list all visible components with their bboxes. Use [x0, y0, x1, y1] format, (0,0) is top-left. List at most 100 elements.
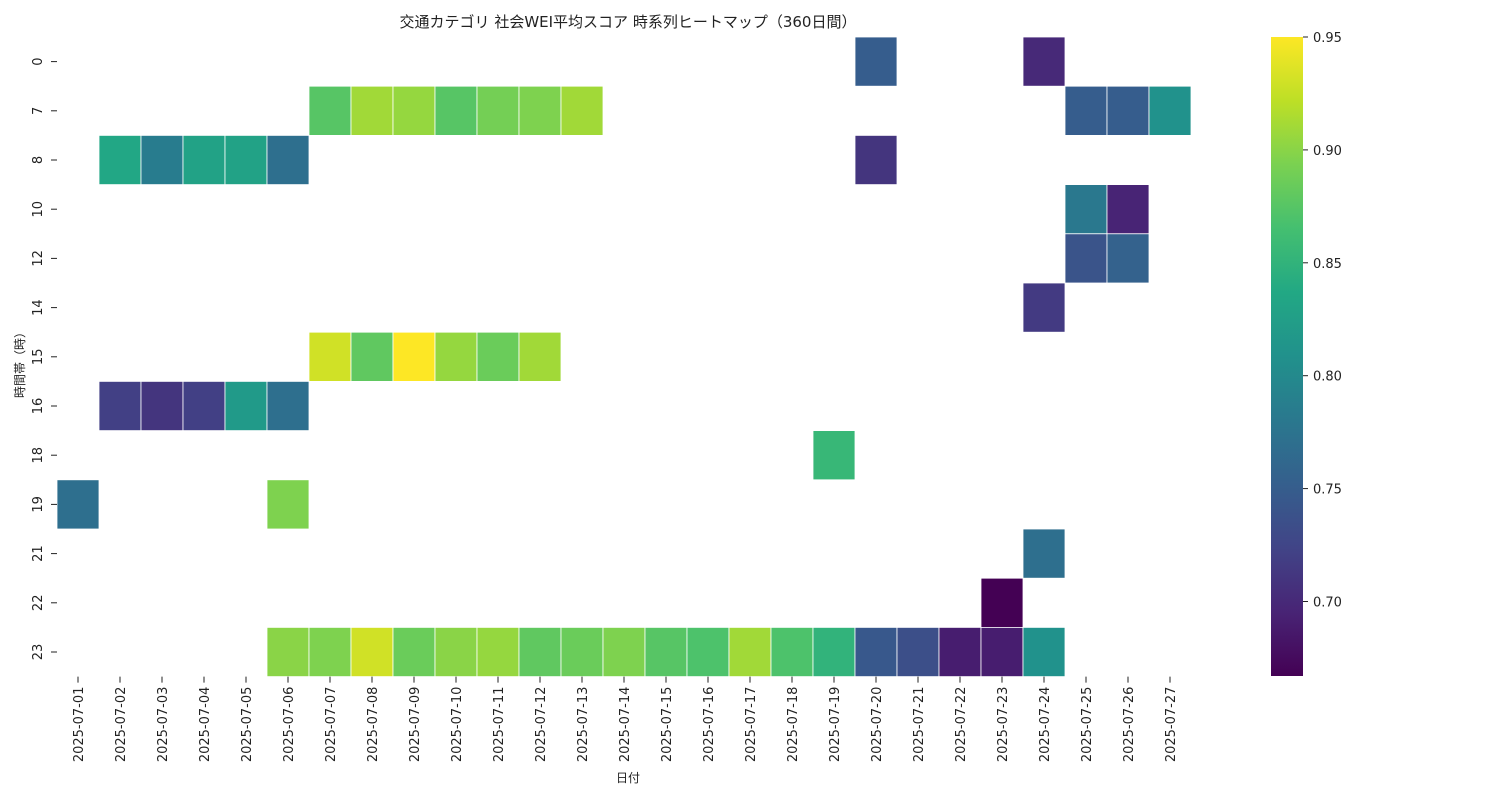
colorbar-tick-label: 0.90 — [1313, 144, 1342, 159]
y-tick-label: 23 — [31, 644, 46, 661]
heatmap-cell — [980, 577, 1024, 628]
heatmap-cell — [1064, 184, 1108, 235]
heatmap-cell — [644, 627, 688, 678]
y-tick-label: 8 — [31, 156, 46, 164]
x-tick-label: 2025-07-16 — [702, 687, 717, 763]
heatmap-cell — [812, 430, 856, 481]
x-tick-label: 2025-07-15 — [660, 687, 675, 763]
x-axis-label: 日付 — [616, 771, 640, 785]
colorbar-tick-label: 0.85 — [1313, 257, 1342, 272]
x-tick-label: 2025-07-08 — [366, 687, 381, 763]
heatmap-cell — [854, 36, 898, 87]
heatmap-cell — [938, 627, 982, 678]
heatmap-cell — [1022, 36, 1066, 87]
x-tick-label: 2025-07-20 — [870, 687, 885, 763]
heatmap-cell — [434, 627, 478, 678]
heatmap-cell — [224, 380, 268, 431]
x-tick-label: 2025-07-19 — [828, 687, 843, 763]
heatmap-cell — [224, 134, 268, 185]
y-tick-label: 10 — [31, 201, 46, 218]
x-tick-label: 2025-07-17 — [744, 687, 759, 763]
y-tick-label: 14 — [31, 299, 46, 316]
heatmap-cell — [392, 331, 436, 382]
chart-title: 交通カテゴリ 社会WEI平均スコア 時系列ヒートマップ（360日間） — [400, 13, 857, 31]
heatmap-cell — [1064, 233, 1108, 284]
heatmap-cell — [392, 627, 436, 678]
colorbar-tick-label: 0.70 — [1313, 595, 1342, 610]
y-tick-label: 16 — [31, 398, 46, 415]
heatmap-cell — [560, 85, 604, 136]
heatmap-cell — [476, 627, 520, 678]
y-tick-label: 19 — [31, 496, 46, 513]
heatmap-cell — [728, 627, 772, 678]
y-axis-ticks: 0 7 8 10 12 14 15 16 18 19 21 22 23 — [31, 57, 57, 660]
heatmap-cell — [350, 331, 394, 382]
x-tick-label: 2025-07-18 — [786, 687, 801, 763]
heatmap-cell — [98, 380, 142, 431]
heatmap-cell — [1022, 528, 1066, 579]
heatmap-cell — [266, 134, 310, 185]
heatmap-cell — [602, 627, 646, 678]
x-tick-label: 2025-07-06 — [282, 687, 297, 763]
heatmap-cell — [518, 85, 562, 136]
y-tick-label: 15 — [31, 349, 46, 366]
heatmap-cell — [476, 331, 520, 382]
y-tick-label: 21 — [31, 545, 46, 562]
x-tick-label: 2025-07-03 — [156, 687, 171, 763]
x-tick-label: 2025-07-07 — [324, 687, 339, 763]
x-tick-label: 2025-07-05 — [240, 687, 255, 763]
heatmap-cell — [56, 479, 100, 530]
heatmap-cell — [518, 627, 562, 678]
heatmap-cell — [1064, 85, 1108, 136]
heatmap-cell — [770, 627, 814, 678]
heatmap-cell — [350, 627, 394, 678]
heatmap-cell — [1022, 627, 1066, 678]
heatmap-cell — [896, 627, 940, 678]
x-tick-label: 2025-07-13 — [576, 687, 591, 763]
x-tick-label: 2025-07-24 — [1038, 687, 1053, 763]
heatmap-cell — [308, 85, 352, 136]
heatmap-cell — [266, 380, 310, 431]
heatmap-cell — [182, 380, 226, 431]
x-tick-label: 2025-07-01 — [72, 687, 87, 763]
x-tick-label: 2025-07-02 — [114, 687, 129, 763]
heatmap-cell — [686, 627, 730, 678]
x-tick-label: 2025-07-12 — [534, 687, 549, 763]
colorbar-tick-label: 0.95 — [1313, 31, 1342, 46]
y-tick-label: 18 — [31, 447, 46, 464]
heatmap-cell — [434, 331, 478, 382]
x-tick-label: 2025-07-11 — [492, 687, 507, 763]
heatmap-cell — [1106, 85, 1150, 136]
colorbar-tick-label: 0.80 — [1313, 370, 1342, 385]
heatmap-cell — [350, 85, 394, 136]
heatmap-cell — [980, 627, 1024, 678]
x-tick-label: 2025-07-25 — [1080, 687, 1095, 763]
y-tick-label: 12 — [31, 250, 46, 267]
x-tick-label: 2025-07-21 — [912, 687, 927, 763]
colorbar-tick-label: 0.75 — [1313, 483, 1342, 498]
x-tick-label: 2025-07-10 — [450, 687, 465, 763]
heatmap-cell — [812, 627, 856, 678]
x-axis-ticks: 2025-07-01 2025-07-02 2025-07-03 2025-07-04… — [72, 676, 1179, 763]
heatmap-cell — [140, 134, 184, 185]
heatmap-cell — [1148, 85, 1192, 136]
heatmap-cell — [308, 331, 352, 382]
y-tick-label: 22 — [31, 595, 46, 612]
heatmap-cell — [140, 380, 184, 431]
y-tick-label: 7 — [31, 107, 46, 115]
x-tick-label: 2025-07-26 — [1122, 687, 1137, 763]
heatmap-cell — [98, 134, 142, 185]
heatmap-cell — [182, 134, 226, 185]
heatmap-cell — [1106, 184, 1150, 235]
heatmap-cell — [476, 85, 520, 136]
heatmap-cell — [1106, 233, 1150, 284]
heatmap-cell — [434, 85, 478, 136]
heatmap-cell — [266, 627, 310, 678]
colorbar-gradient — [1271, 37, 1303, 676]
heatmap-cell — [266, 479, 310, 530]
x-tick-label: 2025-07-27 — [1164, 687, 1179, 763]
x-tick-label: 2025-07-23 — [996, 687, 1011, 763]
heatmap-cells — [56, 36, 1192, 678]
